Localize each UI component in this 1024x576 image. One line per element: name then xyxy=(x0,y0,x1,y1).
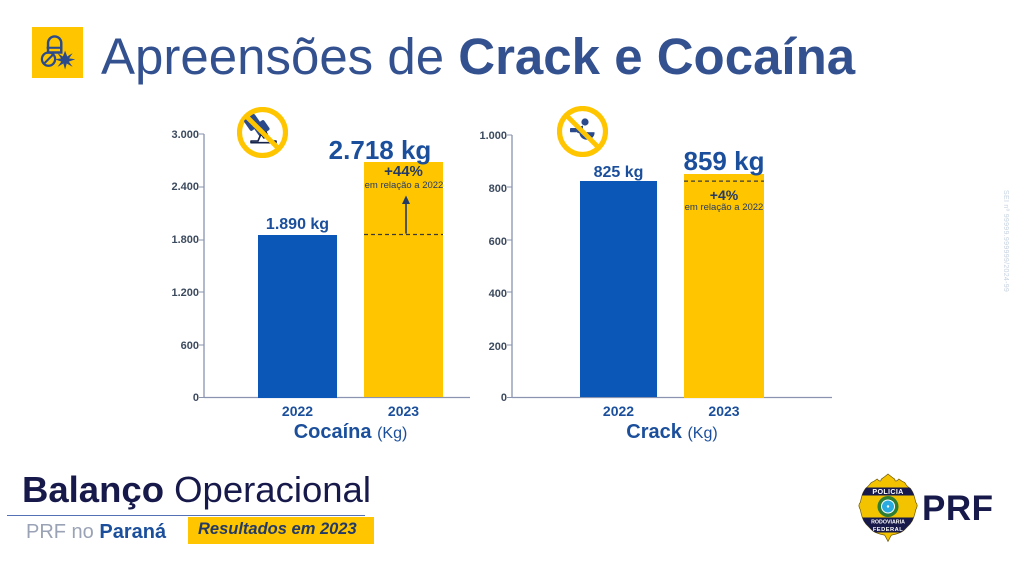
svg-text:RODOVIARIA: RODOVIARIA xyxy=(871,519,905,525)
svg-text:FEDERAL: FEDERAL xyxy=(873,527,903,533)
svg-text:POLICIA: POLICIA xyxy=(872,487,903,496)
